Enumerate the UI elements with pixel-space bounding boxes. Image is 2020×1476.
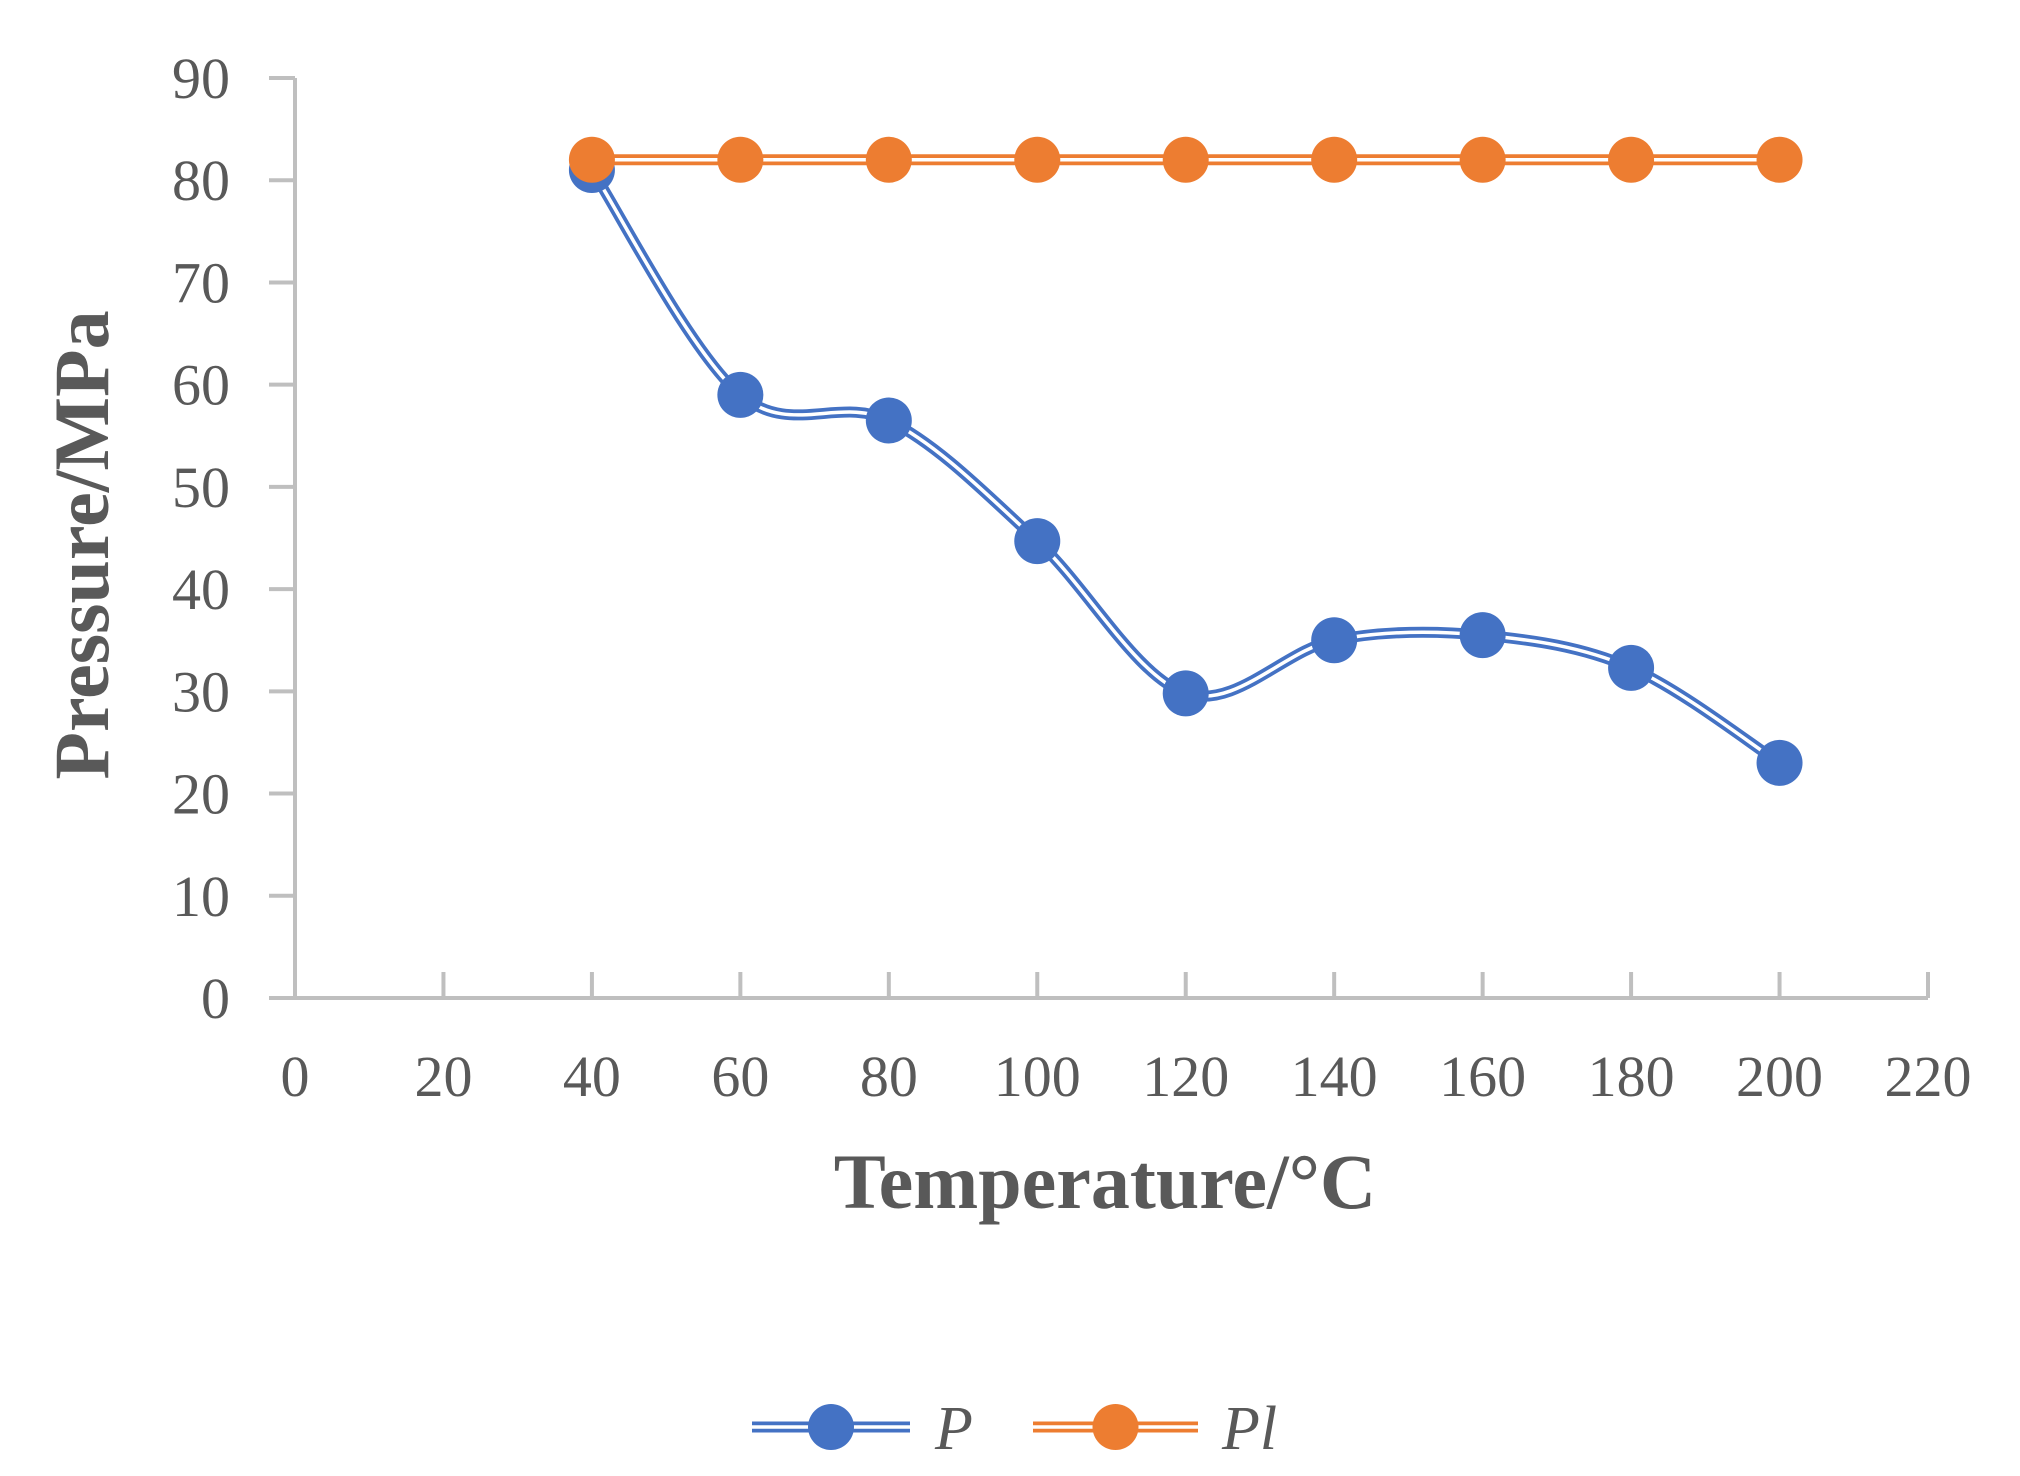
x-tick-label: 0: [281, 1044, 310, 1109]
data-point: [865, 397, 912, 444]
x-axis-title: Temperature/°C: [834, 1138, 1376, 1225]
data-point: [717, 136, 764, 183]
legend-item-Pl: Pl: [1033, 1395, 1277, 1463]
legend-label: Pl: [1221, 1395, 1277, 1463]
y-tick-label: 50: [172, 455, 230, 520]
y-tick-label: 0: [201, 966, 230, 1031]
y-tick-label: 60: [172, 353, 230, 418]
x-tick-label: 60: [711, 1044, 769, 1109]
y-tick-label: 10: [172, 864, 230, 929]
x-tick-label: 140: [1291, 1044, 1378, 1109]
data-point: [1608, 136, 1655, 183]
x-axis-ticks: 0 20 40 60 80 100 120 140 160 180 200 220: [281, 972, 1972, 1109]
axes: [293, 78, 1928, 1000]
x-tick-label: 100: [994, 1044, 1081, 1109]
y-axis-title: Pressure/MPa: [38, 310, 125, 779]
legend-label: P: [934, 1395, 973, 1463]
legend-marker: [808, 1404, 854, 1450]
y-axis-ticks: 0 10 20 30 40 50 60 70 80 90: [172, 46, 295, 1031]
x-tick-label: 40: [563, 1044, 621, 1109]
data-point: [1014, 518, 1061, 565]
legend: P Pl: [752, 1395, 1277, 1463]
data-point: [1756, 136, 1803, 183]
y-tick-label: 80: [172, 148, 230, 213]
data-point: [1608, 644, 1655, 691]
y-tick-label: 30: [172, 659, 230, 724]
legend-item-P: P: [752, 1395, 973, 1463]
x-tick-label: 220: [1885, 1044, 1972, 1109]
x-tick-label: 20: [414, 1044, 472, 1109]
data-point: [1014, 136, 1061, 183]
data-point: [1162, 136, 1209, 183]
series-layer: [568, 136, 1803, 786]
x-tick-label: 80: [860, 1044, 918, 1109]
series-Pl: [568, 136, 1803, 183]
data-point: [568, 136, 615, 183]
data-point: [717, 371, 764, 418]
series-P: [568, 147, 1803, 786]
data-point: [865, 136, 912, 183]
y-tick-label: 40: [172, 557, 230, 622]
data-point: [1459, 612, 1506, 659]
data-point: [1162, 670, 1209, 717]
x-tick-label: 180: [1588, 1044, 1675, 1109]
y-tick-label: 20: [172, 762, 230, 827]
y-tick-label: 90: [172, 46, 230, 111]
data-point: [1459, 136, 1506, 183]
x-tick-label: 160: [1439, 1044, 1526, 1109]
y-tick-label: 70: [172, 250, 230, 315]
data-point: [1311, 617, 1358, 664]
data-point: [1756, 739, 1803, 786]
legend-marker: [1092, 1404, 1139, 1450]
x-tick-label: 120: [1142, 1044, 1229, 1109]
data-point: [1311, 136, 1358, 183]
x-tick-label: 200: [1736, 1044, 1823, 1109]
